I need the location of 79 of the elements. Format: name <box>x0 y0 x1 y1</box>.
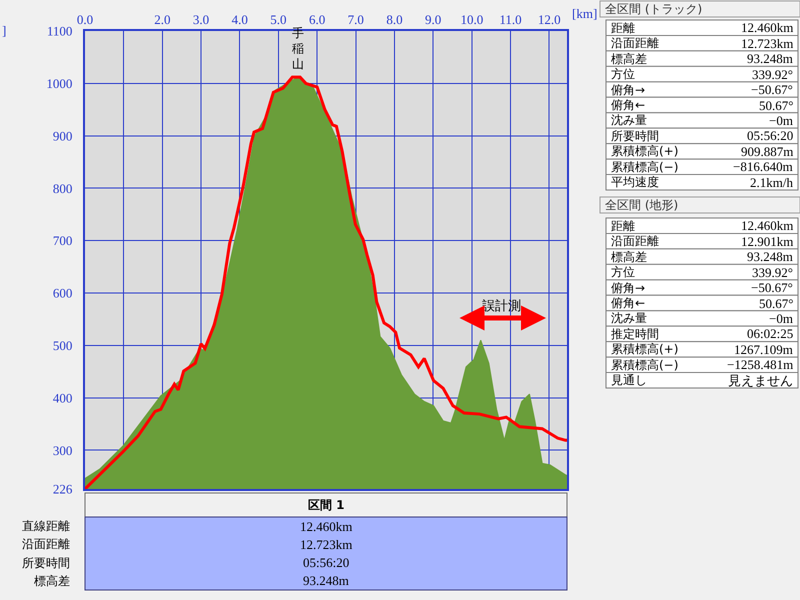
text: 所要時間 <box>611 129 659 143</box>
text: 93.248m <box>303 573 349 588</box>
y-axis-title: ] <box>2 23 6 38</box>
y-tick-label: 600 <box>52 286 72 301</box>
x-tick-label: 10.0 <box>460 12 484 27</box>
x-tick-label: 9.0 <box>425 12 442 27</box>
text: 05:56:20 <box>747 128 794 143</box>
text: 所要時間 <box>22 556 70 570</box>
text: 12.901km <box>741 234 794 249</box>
text: 05:56:20 <box>303 555 350 570</box>
text: 直線距離 <box>22 519 70 533</box>
x-tick-label: 8.0 <box>386 12 403 27</box>
text: 方位 <box>611 67 635 81</box>
text: 標高差 <box>34 574 70 588</box>
text: −0m <box>769 113 793 128</box>
y-tick-label: 900 <box>52 128 72 144</box>
text: −816.640m <box>733 159 793 174</box>
text: 50.67° <box>759 98 794 113</box>
x-tick-label: 12.0 <box>538 12 561 27</box>
text: 沈み量 <box>611 113 647 127</box>
text: 累積標高(+) <box>611 144 678 158</box>
text: 平均速度 <box>611 175 659 189</box>
text: 1267.109m <box>734 342 793 357</box>
x-tick-label: 3.0 <box>192 12 210 27</box>
text: 全区間 (地形) <box>605 198 678 212</box>
text: 標高差 <box>611 250 647 264</box>
text: 12.723km <box>300 537 352 552</box>
text: 沿面距離 <box>611 36 659 50</box>
text: −0m <box>769 311 793 326</box>
text: 俯角← <box>611 98 646 112</box>
y-tick-label: 800 <box>52 180 72 196</box>
text: 沿面距離 <box>611 234 659 248</box>
text: 12.460km <box>741 20 794 35</box>
text: 見えません <box>728 373 793 388</box>
text: 俯角→ <box>611 83 646 97</box>
text: 方位 <box>611 265 635 279</box>
text: 2.1km/h <box>750 175 794 190</box>
text: 区間 1 <box>308 498 345 512</box>
text: 93.248m <box>747 51 793 66</box>
text: 距離 <box>611 21 635 35</box>
text: 50.67° <box>759 296 794 311</box>
text: 見通し <box>611 373 647 387</box>
text: −50.67° <box>751 280 793 295</box>
text: 累積標高(−) <box>611 358 678 372</box>
text: 12.723km <box>741 36 794 51</box>
text: 93.248m <box>747 249 793 264</box>
text: 距離 <box>611 219 635 233</box>
text: 標高差 <box>611 52 647 66</box>
x-tick-label: 6.0 <box>308 12 326 27</box>
text: 俯角→ <box>611 281 646 295</box>
text: 俯角← <box>611 296 646 310</box>
x-tick-label: 7.0 <box>348 12 364 27</box>
x-tick-label: 0.0 <box>76 12 94 27</box>
x-tick-label: 2.0 <box>154 12 170 27</box>
x-tick-label: 4.0 <box>232 12 248 27</box>
text: 339.92° <box>752 265 793 280</box>
text: −1258.481m <box>727 357 794 372</box>
text: 339.92° <box>752 67 793 82</box>
text: 推定時間 <box>611 327 659 341</box>
y-tick-label: 400 <box>52 390 72 406</box>
text: −50.67° <box>751 82 793 97</box>
x-axis-title: [km] <box>572 6 598 21</box>
text: 累積標高(+) <box>611 342 678 356</box>
x-tick-label: 5.0 <box>270 12 287 27</box>
y-tick-label: 500 <box>52 338 72 353</box>
text: 累積標高(−) <box>611 160 678 174</box>
y-tick-label: 226 <box>52 482 73 497</box>
text: 全区間 (トラック) <box>605 2 702 16</box>
y-tick-label: 700 <box>52 233 72 248</box>
x-tick-label: 11.0 <box>499 12 522 27</box>
y-tick-label: 1100 <box>46 24 72 39</box>
text: 沿面距離 <box>22 537 70 551</box>
text: 沈み量 <box>611 311 647 325</box>
text: 12.460km <box>300 519 352 534</box>
text: 12.460km <box>741 218 794 233</box>
y-tick-label: 300 <box>52 442 72 458</box>
y-tick-label: 1000 <box>46 76 72 91</box>
text: 06:02:25 <box>747 326 794 341</box>
text: 909.887m <box>741 144 794 159</box>
